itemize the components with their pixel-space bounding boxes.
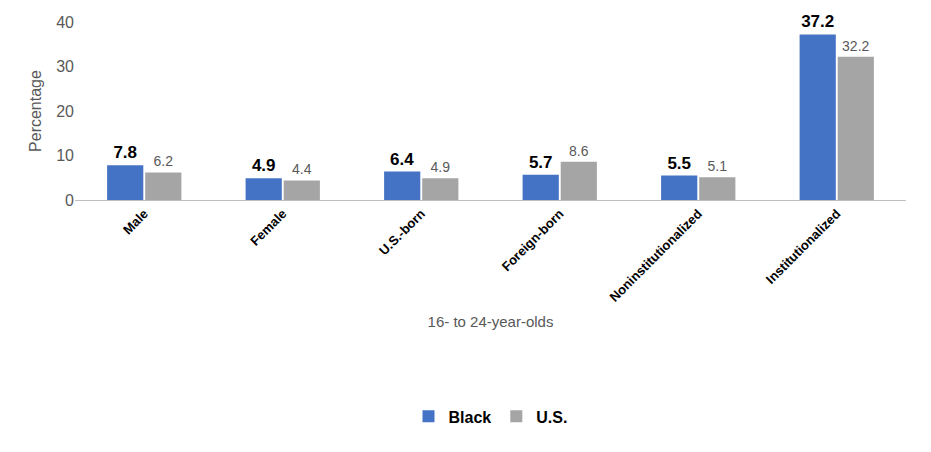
svg-text:30: 30	[56, 58, 74, 75]
svg-text:20: 20	[56, 103, 74, 120]
svg-text:5.7: 5.7	[529, 153, 553, 172]
svg-text:40: 40	[56, 14, 74, 31]
svg-text:0: 0	[65, 192, 74, 209]
svg-text:16- to 24-year-olds: 16- to 24-year-olds	[428, 313, 554, 330]
svg-text:4.4: 4.4	[292, 161, 312, 177]
svg-text:8.6: 8.6	[569, 143, 589, 159]
svg-text:32.2: 32.2	[842, 38, 869, 54]
svg-text:4.9: 4.9	[430, 159, 450, 175]
svg-text:6.2: 6.2	[153, 153, 173, 169]
svg-text:7.8: 7.8	[113, 143, 137, 162]
svg-text:10: 10	[56, 147, 74, 164]
svg-text:6.4: 6.4	[390, 150, 414, 169]
svg-text:37.2: 37.2	[801, 12, 834, 31]
svg-text:Institutionalized: Institutionalized	[763, 206, 844, 287]
svg-text:5.1: 5.1	[707, 158, 727, 174]
svg-text:Male: Male	[120, 206, 151, 237]
svg-text:Foreign-born: Foreign-born	[499, 206, 567, 274]
svg-text:Black: Black	[449, 409, 492, 426]
svg-text:4.9: 4.9	[252, 156, 276, 175]
svg-text:5.5: 5.5	[667, 154, 691, 173]
svg-text:Female: Female	[247, 206, 289, 248]
svg-text:U.S.: U.S.	[536, 409, 567, 426]
svg-text:Noninstitutionalized: Noninstitutionalized	[607, 206, 705, 304]
svg-text:Percentage: Percentage	[27, 70, 44, 152]
svg-text:U.S.-born: U.S.-born	[376, 206, 428, 258]
